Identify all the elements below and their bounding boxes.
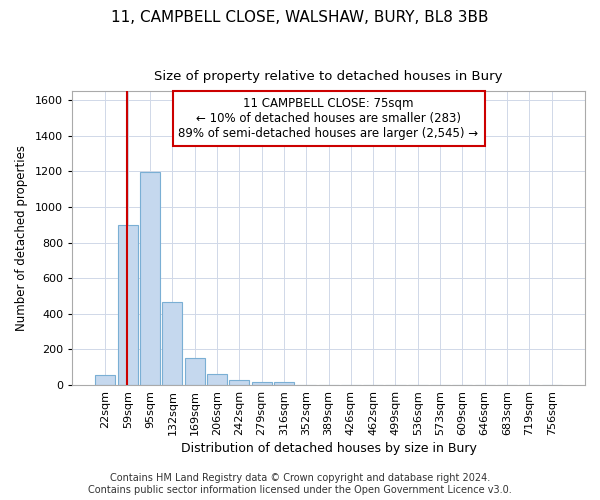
Bar (95, 376, 115, 385)
Bar (251, 382, 272, 385)
Bar (274, 382, 294, 385)
Bar (118, 224, 138, 385)
Text: 11, CAMPBELL CLOSE, WALSHAW, BURY, BL8 3BB: 11, CAMPBELL CLOSE, WALSHAW, BURY, BL8 3… (111, 10, 489, 25)
Bar (163, 302, 182, 385)
Bar (229, 380, 250, 385)
Y-axis label: Number of detached properties: Number of detached properties (15, 145, 28, 331)
Bar (207, 374, 227, 385)
Bar (140, 172, 160, 385)
Text: Contains HM Land Registry data © Crown copyright and database right 2024.
Contai: Contains HM Land Registry data © Crown c… (88, 474, 512, 495)
X-axis label: Distribution of detached houses by size in Bury: Distribution of detached houses by size … (181, 442, 476, 455)
Text: 11 CAMPBELL CLOSE: 75sqm
← 10% of detached houses are smaller (283)
89% of semi-: 11 CAMPBELL CLOSE: 75sqm ← 10% of detach… (178, 97, 479, 140)
Bar (185, 358, 205, 385)
Title: Size of property relative to detached houses in Bury: Size of property relative to detached ho… (154, 70, 503, 83)
